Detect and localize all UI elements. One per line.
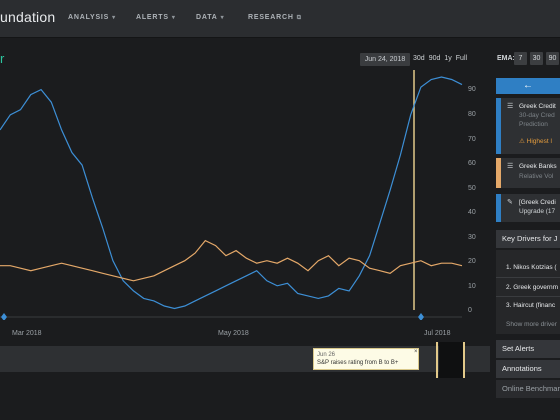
online-benchmark-header[interactable]: Online Benchmar	[496, 380, 560, 398]
range-full[interactable]: Full	[455, 55, 468, 62]
card-title: [Greek Credi	[519, 199, 556, 206]
y-tick: 40	[468, 209, 476, 216]
timeline-marker[interactable]	[463, 342, 465, 378]
chart-title: r	[0, 51, 5, 66]
chevron-down-icon: ▾	[112, 15, 116, 21]
timeline-marker[interactable]	[436, 342, 438, 378]
y-tick: 50	[468, 185, 476, 192]
series-line-orange[interactable]	[0, 239, 463, 282]
key-drivers-list: 1. Nikos Kotzias ( 2. Greek governm 3. H…	[496, 250, 560, 334]
list-icon: ☰	[507, 163, 514, 170]
key-drivers-header[interactable]: Key Drivers for J	[496, 230, 560, 248]
external-link-icon: ⧉	[296, 15, 302, 21]
card-color-bar	[496, 194, 501, 222]
y-tick: 80	[468, 111, 476, 118]
card-subtitle: 30-day Cred	[519, 112, 555, 119]
card-warning: ⚠ Highest l	[519, 138, 552, 145]
ema-30-button[interactable]: 30	[530, 52, 543, 65]
y-tick: 20	[468, 258, 476, 265]
x-tick: Jul 2018	[424, 330, 451, 337]
y-tick: 0	[468, 307, 472, 314]
y-tick: 70	[468, 136, 476, 143]
timeline-range-window[interactable]	[439, 342, 463, 378]
x-tick: May 2018	[218, 330, 249, 337]
brand-logo-text[interactable]: undation	[0, 9, 56, 25]
arrow-left-icon: ←	[523, 80, 533, 91]
key-driver-item[interactable]: 3. Haircut (financ	[506, 302, 556, 309]
x-tick: Mar 2018	[12, 330, 42, 337]
y-tick: 10	[468, 283, 476, 290]
list-icon: ☰	[507, 103, 514, 110]
card-subtitle: Relative Vol	[519, 173, 554, 180]
ema-7-button[interactable]: 7	[514, 52, 527, 65]
card-color-bar	[496, 158, 501, 188]
range-30d[interactable]: 30d	[413, 55, 425, 62]
y-tick: 60	[468, 160, 476, 167]
line-chart[interactable]	[0, 70, 490, 320]
card-color-bar	[496, 98, 501, 154]
card-subtitle: Upgrade (17	[519, 208, 556, 215]
annotations-header[interactable]: Annotations	[496, 360, 560, 378]
range-90d[interactable]: 90d	[428, 55, 441, 62]
card-subtitle: Prediction	[519, 121, 548, 128]
event-tooltip[interactable]: Jun 26 S&P raises rating from B to B+	[313, 348, 419, 370]
chevron-down-icon: ▾	[171, 15, 176, 21]
event-marker[interactable]	[418, 313, 424, 320]
range-selector: 30d 90d 1y Full	[413, 55, 471, 62]
signal-card-greek-credit[interactable]: ☰ Greek Credit 30-day Cred Prediction ⚠ …	[496, 98, 560, 154]
series-line-blue[interactable]	[0, 76, 463, 310]
event-marker[interactable]	[1, 313, 7, 320]
set-alerts-header[interactable]: Set Alerts	[496, 340, 560, 358]
nav-research[interactable]: RESEARCH ⧉	[248, 14, 302, 21]
y-tick: 90	[468, 86, 476, 93]
key-driver-item[interactable]: 1. Nikos Kotzias (	[506, 264, 557, 271]
event-text: S&P raises rating from B to B+	[317, 360, 399, 366]
nav-alerts[interactable]: ALERTS ▾	[136, 14, 176, 21]
top-navbar: undation ANALYSIS ▾ ALERTS ▾ DATA ▾ RESEARC…	[0, 0, 560, 38]
annotation-card-upgrade[interactable]: ✎ [Greek Credi Upgrade (17	[496, 194, 560, 222]
back-button[interactable]: ←	[496, 78, 560, 94]
nav-analysis[interactable]: ANALYSIS ▾	[68, 14, 116, 21]
nav-data[interactable]: DATA ▾	[196, 14, 225, 21]
divider	[496, 277, 560, 278]
y-tick: 30	[468, 234, 476, 241]
chevron-down-icon: ▾	[220, 15, 225, 21]
signal-card-greek-banks[interactable]: ☰ Greek Banks Relative Vol	[496, 158, 560, 188]
range-1y[interactable]: 1y	[444, 55, 452, 62]
card-title: Greek Credit	[519, 103, 556, 110]
ema-90-button[interactable]: 90	[546, 52, 559, 65]
card-title: Greek Banks	[519, 163, 557, 170]
show-more-drivers-link[interactable]: Show more driver	[506, 321, 557, 328]
date-badge: Jun 24, 2018	[360, 53, 410, 66]
close-icon[interactable]: ×	[414, 349, 418, 355]
pin-icon: ✎	[507, 199, 513, 206]
divider	[496, 296, 560, 297]
ema-label: EMA:	[497, 55, 515, 62]
event-date: Jun 26	[317, 352, 336, 358]
key-driver-item[interactable]: 2. Greek governm	[506, 284, 559, 291]
